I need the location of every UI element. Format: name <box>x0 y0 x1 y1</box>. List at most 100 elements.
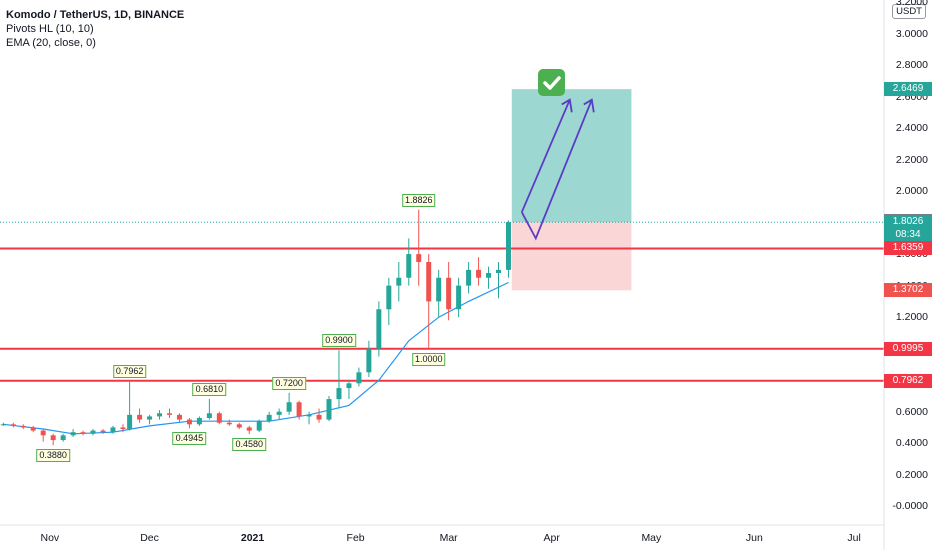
currency-label[interactable]: USDT <box>892 4 926 19</box>
y-tick-label: 0.4000 <box>895 437 928 450</box>
price-badge: 1.3702 <box>884 283 932 298</box>
candle-body-24 <box>236 424 242 428</box>
candle-body-17 <box>166 413 172 415</box>
chart-legend: Komodo / TetherUS, 1D, BINANCE Pivots HL… <box>6 8 184 50</box>
price-badge: 2.6469 <box>884 82 932 97</box>
projection-arrow-2 <box>520 99 593 241</box>
y-tick-label: 3.2000 <box>895 0 928 8</box>
candle-body-43 <box>426 262 432 302</box>
candle-body-31 <box>306 414 312 417</box>
candle-body-38 <box>376 309 382 349</box>
candle-body-27 <box>266 414 272 422</box>
bar-countdown: 08:34 <box>895 229 921 241</box>
symbol-title[interactable]: Komodo / TetherUS, 1D, BINANCE <box>6 9 185 21</box>
projection-arrow-1 <box>520 99 571 213</box>
stop-zone <box>511 222 632 291</box>
candle-body-39 <box>386 285 392 310</box>
pivot-label: 0.3880 <box>36 449 70 463</box>
x-tick-label: Jun <box>745 532 763 544</box>
y-tick-label: 1.2000 <box>895 311 928 324</box>
arrow-head-1 <box>561 98 573 113</box>
candle-body-26 <box>256 421 262 431</box>
pivot-label: 0.6810 <box>192 382 227 396</box>
candle-body-4 <box>40 430 46 436</box>
candle-body-3 <box>30 427 36 431</box>
candle-body-7 <box>70 432 76 436</box>
pivot-label: 0.4945 <box>172 432 207 446</box>
candle-body-34 <box>336 388 342 400</box>
x-tick-label: 2021 <box>240 532 265 544</box>
candle-body-19 <box>186 419 192 425</box>
candle-body-37 <box>366 348 372 373</box>
current-price-badge: 1.8026 08:34 <box>884 215 932 242</box>
candle-body-10 <box>100 430 106 433</box>
candle-body-33 <box>326 399 332 420</box>
candle-body-20 <box>196 418 202 425</box>
candle-body-47 <box>466 269 472 286</box>
price-badge: 1.6359 <box>884 241 932 256</box>
candle-body-41 <box>406 254 412 278</box>
x-tick-label: May <box>641 532 662 544</box>
x-tick-label: Mar <box>439 532 458 544</box>
price-badge: 0.9995 <box>884 341 932 356</box>
x-tick-label: Jul <box>847 532 861 544</box>
current-price: 1.8026 <box>892 216 924 228</box>
x-tick-label: Apr <box>543 532 560 544</box>
candle-body-2 <box>20 425 26 428</box>
indicator-pivots[interactable]: Pivots HL (10, 10) <box>6 23 94 35</box>
y-tick-label: 2.4000 <box>895 122 928 135</box>
candle-body-42 <box>416 254 422 262</box>
candle-body-40 <box>396 277 402 286</box>
candle-body-49 <box>486 273 492 278</box>
pivot-label: 0.7962 <box>112 364 147 378</box>
candle-body-1 <box>10 424 16 426</box>
candle-body-14 <box>137 414 143 420</box>
candle-body-6 <box>60 435 66 441</box>
y-tick-label: 2.0000 <box>895 185 928 198</box>
y-tick-label: 2.2000 <box>895 153 928 166</box>
y-tick-label: 3.0000 <box>895 27 928 40</box>
candle-body-51 <box>505 222 511 270</box>
candle-body-25 <box>246 427 252 431</box>
x-tick-label: Feb <box>346 532 365 544</box>
arrow-head-2 <box>583 98 595 113</box>
candle-body-21 <box>206 413 212 418</box>
pivot-label: 1.0000 <box>411 352 446 366</box>
pivot-label: 0.7200 <box>272 376 306 390</box>
indicator-ema[interactable]: EMA (20, close, 0) <box>6 37 96 49</box>
candle-body-36 <box>356 372 362 384</box>
x-tick-label: Nov <box>40 532 60 544</box>
candle-body-46 <box>456 285 462 310</box>
candle-body-8 <box>80 432 86 434</box>
candle-body-12 <box>120 427 126 430</box>
candle-body-30 <box>296 402 302 417</box>
checkmark-icon <box>538 69 565 96</box>
candle-body-18 <box>176 414 182 420</box>
candle-body-23 <box>226 422 232 425</box>
pivot-label: 0.9900 <box>322 334 356 348</box>
pivot-label: 0.4580 <box>232 438 266 452</box>
y-tick-label: 0.2000 <box>895 468 928 481</box>
x-tick-label: Dec <box>140 532 159 544</box>
y-tick-label: -0.0000 <box>892 500 928 513</box>
pivot-label: 1.8826 <box>401 193 436 207</box>
candle-body-48 <box>476 269 482 278</box>
candle-body-22 <box>216 413 222 423</box>
candle-body-45 <box>446 277 452 310</box>
candle-body-11 <box>110 427 116 433</box>
candle-body-29 <box>286 402 292 412</box>
candle-body-50 <box>495 269 501 274</box>
candle-body-32 <box>316 414 322 420</box>
candle-body-5 <box>50 435 56 441</box>
y-tick-label: 0.6000 <box>895 405 928 418</box>
price-badge: 0.7962 <box>884 373 932 388</box>
y-tick-label: 2.8000 <box>895 59 928 72</box>
candle-body-0 <box>0 424 6 426</box>
candle-body-44 <box>436 277 442 302</box>
candle-body-16 <box>157 413 163 417</box>
candle-body-28 <box>276 411 282 415</box>
candle-body-15 <box>147 416 153 420</box>
candle-body-9 <box>90 430 96 434</box>
